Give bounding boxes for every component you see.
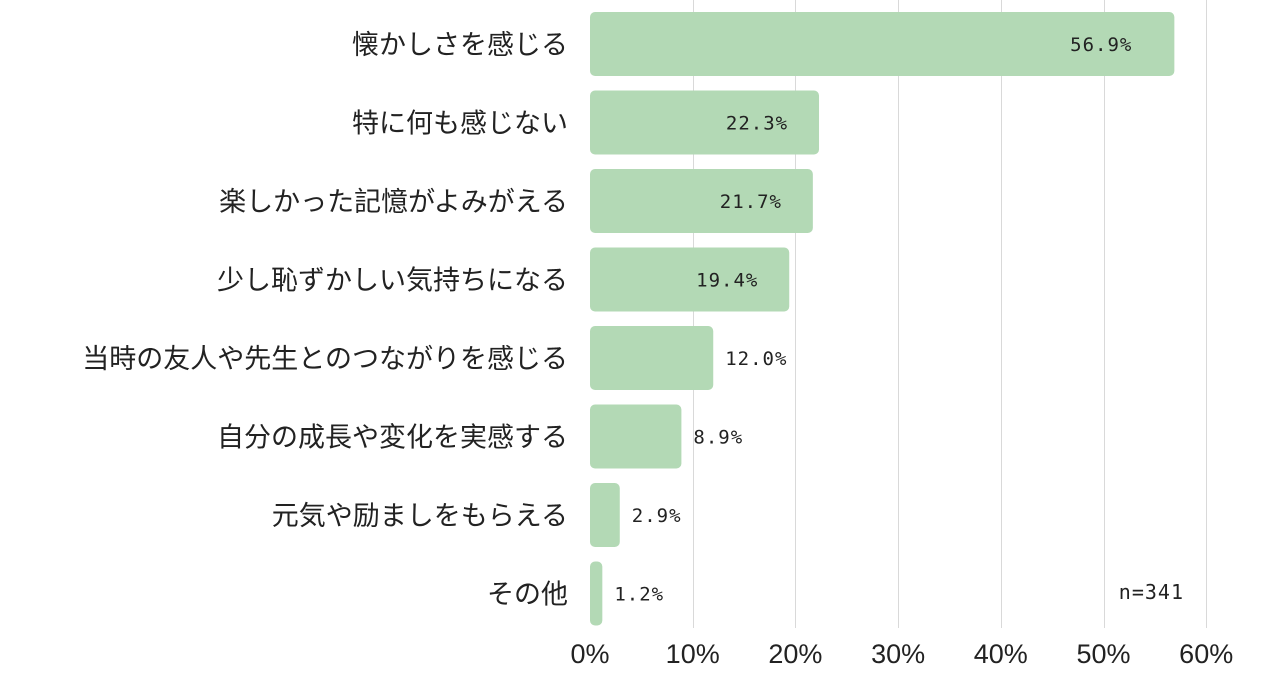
- x-tick-label-4: 40%: [974, 639, 1028, 669]
- category-label-3: 少し恥ずかしい気持ちになる: [217, 266, 568, 297]
- bar-6: [590, 483, 620, 547]
- x-tick-label-6: 60%: [1179, 639, 1233, 669]
- category-label-4: 当時の友人や先生とのつながりを感じる: [82, 344, 568, 375]
- x-tick-label-3: 30%: [871, 639, 925, 669]
- category-label-2: 楽しかった記憶がよみがえる: [219, 187, 568, 218]
- bars: [590, 12, 1175, 626]
- bar-1: [590, 90, 820, 155]
- bar-2: [590, 169, 813, 233]
- value-label-4: 12.0%: [725, 348, 787, 370]
- sample-size-annotation: n=341: [1119, 580, 1184, 604]
- category-label-7: その他: [487, 580, 568, 611]
- value-label-7: 1.2%: [614, 584, 664, 606]
- bar-7: [590, 561, 603, 626]
- bar-0: [590, 12, 1175, 76]
- category-label-1: 特に何も感じない: [352, 109, 568, 140]
- category-label-0: 懐かしさを感じる: [352, 30, 568, 61]
- value-label-5: 8.9%: [693, 427, 743, 449]
- bar-3: [590, 247, 790, 312]
- value-label-1: 22.3%: [726, 113, 788, 135]
- value-label-2: 21.7%: [720, 191, 782, 213]
- value-labels: 56.9% 22.3% 21.7% 19.4% 12.0% 8.9% 2.9% 1.2%: [614, 34, 1132, 606]
- value-label-0: 56.9%: [1070, 34, 1132, 56]
- x-tick-label-1: 10%: [666, 639, 720, 669]
- bar-5: [590, 404, 682, 469]
- category-label-5: 自分の成長や変化を実感する: [217, 423, 568, 454]
- x-tick-label-0: 0%: [570, 639, 609, 669]
- bar-4: [590, 326, 714, 390]
- x-tick-label-2: 20%: [768, 639, 822, 669]
- category-labels: 懐かしさを感じる特に何も感じない楽しかった記憶がよみがえる少し恥ずかしい気持ちに…: [82, 30, 568, 611]
- category-label-6: 元気や励ましをもらえる: [272, 501, 568, 532]
- value-label-6: 2.9%: [632, 505, 682, 527]
- x-axis-tick-labels: 0% 10% 20% 30% 40% 50% 60%: [570, 639, 1233, 669]
- value-label-3: 19.4%: [696, 270, 758, 292]
- x-tick-label-5: 50%: [1076, 639, 1130, 669]
